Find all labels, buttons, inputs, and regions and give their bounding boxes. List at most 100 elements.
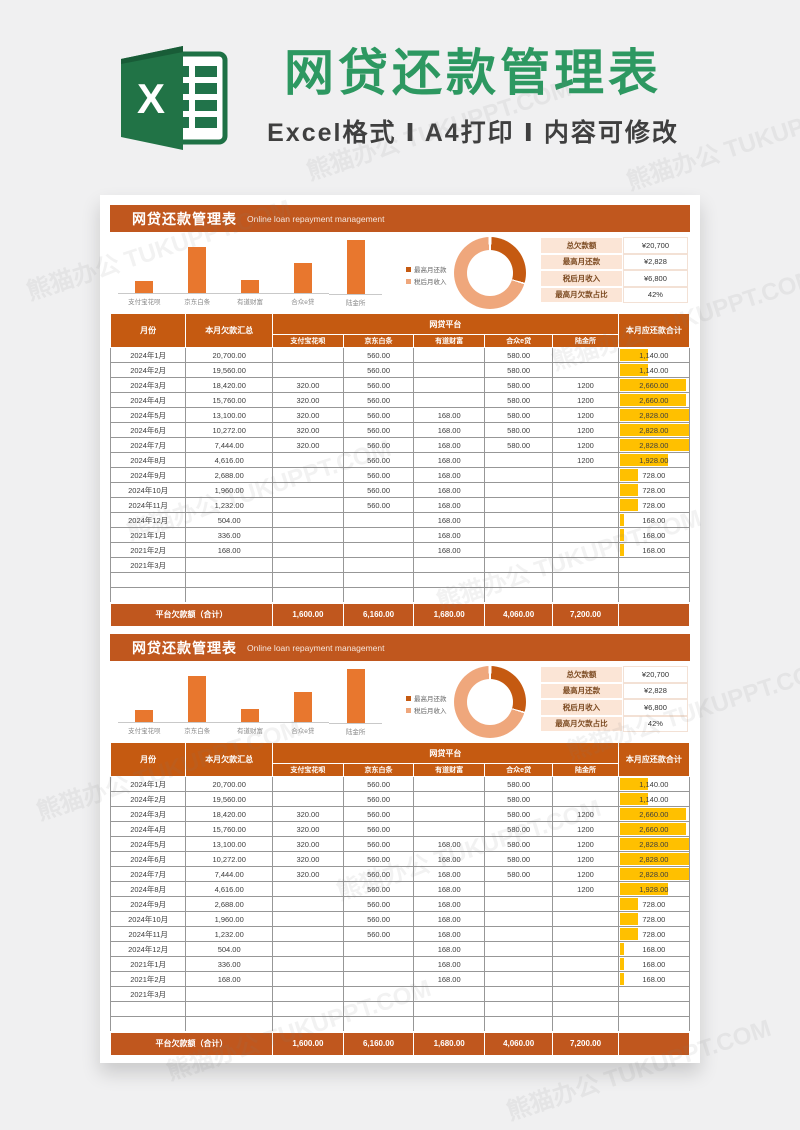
cell-repay-total: 168.00 bbox=[617, 941, 691, 957]
legend-item: 税后月收入 bbox=[406, 276, 447, 286]
bar-column: 合众e贷 bbox=[276, 240, 330, 306]
databar bbox=[619, 544, 624, 556]
stats-row: 最高月欠款占比 42% bbox=[540, 286, 688, 303]
cell-repay-total: 2,828.00 bbox=[617, 422, 691, 438]
stat-label: 最高月欠款占比 bbox=[540, 715, 623, 732]
report-banner: 网贷还款管理表 Online loan repayment management bbox=[110, 634, 690, 661]
cell-repay-total bbox=[617, 557, 691, 573]
col-header-platform: 陆金所 bbox=[552, 334, 619, 348]
stat-value: ¥2,828 bbox=[622, 253, 688, 270]
repay-total-value: 168.00 bbox=[642, 959, 666, 969]
bar-area bbox=[223, 240, 277, 294]
table-row: 2021年2月 168.00 168.00 168.00 bbox=[109, 542, 691, 558]
cell-month: 2021年1月 bbox=[109, 527, 187, 543]
footer-platform-total: 4,060.00 bbox=[483, 1030, 554, 1056]
stat-label: 最高月还款 bbox=[540, 253, 623, 270]
legend-item: 税后月收入 bbox=[406, 705, 447, 715]
cell-platform-amount: 1200 bbox=[552, 866, 619, 882]
repay-total-value: 1,928.00 bbox=[639, 455, 669, 465]
cell-repay-total: 728.00 bbox=[617, 911, 691, 927]
table-row: 2024年9月 2,688.00 560.00 168.00 728.00 bbox=[109, 467, 691, 483]
cell-platform-amount: 168.00 bbox=[413, 956, 485, 972]
cell-platform-amount: 168.00 bbox=[413, 497, 485, 513]
cell-platform-amount: 168.00 bbox=[413, 896, 485, 912]
cell-debt-total: 19,560.00 bbox=[185, 791, 274, 807]
col-header-platform: 支付宝花呗 bbox=[272, 763, 344, 777]
table-row bbox=[109, 1016, 691, 1032]
stats-row: 总欠款额 ¥20,700 bbox=[540, 666, 688, 683]
donut-legend: 最高月还款 税后月收入 bbox=[406, 691, 447, 717]
bar-column: 支付宝花呗 bbox=[118, 669, 171, 735]
page-header: X 网贷还款管理表 Excel格式 Ⅰ A4打印 Ⅰ 内容可修改 bbox=[0, 0, 800, 150]
table-row: 2024年3月 18,420.00 320.00 560.00 580.00 1200 2,… bbox=[109, 806, 691, 822]
cell-platform-amount: 580.00 bbox=[483, 392, 554, 408]
report-title: 网贷还款管理表 bbox=[132, 210, 237, 227]
cell-month: 2024年6月 bbox=[109, 851, 187, 867]
repay-total-value: 168.00 bbox=[642, 515, 666, 525]
cell-debt-total: 1,232.00 bbox=[185, 926, 274, 942]
table-row: 2024年6月 10,272.00 320.00 560.00 168.00 580.00… bbox=[109, 422, 691, 438]
cell-platform-amount bbox=[342, 557, 415, 573]
cell-platform-amount: 580.00 bbox=[483, 851, 554, 867]
cell-platform-amount bbox=[552, 896, 619, 912]
legend-item: 最高月还款 bbox=[406, 693, 447, 703]
cell-debt-total bbox=[185, 587, 274, 603]
footer-empty-cell bbox=[617, 601, 691, 627]
cell-platform-amount bbox=[483, 572, 554, 588]
donut-chart-area: 最高月还款 税后月收入 bbox=[388, 236, 540, 310]
col-header-repay-total: 本月应还款合计 bbox=[617, 742, 691, 777]
footer-platform-total: 1,680.00 bbox=[413, 1030, 485, 1056]
table-row: 2021年3月 bbox=[109, 557, 691, 573]
cell-month: 2024年2月 bbox=[109, 791, 187, 807]
cell-repay-total: 2,828.00 bbox=[617, 866, 691, 882]
cell-platform-amount bbox=[272, 956, 344, 972]
bar bbox=[293, 263, 312, 293]
cell-platform-amount: 168.00 bbox=[413, 542, 485, 558]
table-subheader-row: 支付宝花呗 京东白条 有道财富 合众e贷 陆金所 bbox=[111, 763, 690, 777]
bar-column: 陆金所 bbox=[329, 669, 382, 736]
repay-total-value: 2,828.00 bbox=[639, 839, 669, 849]
databar bbox=[619, 973, 624, 985]
cell-month: 2024年1月 bbox=[109, 347, 187, 363]
table-footer-row: 平台欠款额（合计） 1,600.00 6,160.00 1,680.00 4,0… bbox=[109, 601, 691, 627]
svg-text:X: X bbox=[137, 75, 165, 122]
cell-platform-amount bbox=[413, 986, 485, 1002]
cell-platform-amount: 580.00 bbox=[483, 437, 554, 453]
col-header-platform: 陆金所 bbox=[552, 763, 619, 777]
databar bbox=[619, 793, 649, 805]
bar-category-label: 合众e贷 bbox=[291, 728, 315, 735]
cell-platform-amount bbox=[342, 1001, 415, 1017]
cell-platform-amount: 560.00 bbox=[342, 467, 415, 483]
cell-platform-amount bbox=[483, 971, 554, 987]
report-title: 网贷还款管理表 bbox=[132, 639, 237, 656]
cell-repay-total: 168.00 bbox=[617, 527, 691, 543]
databar bbox=[619, 349, 649, 361]
databar bbox=[619, 379, 686, 391]
stats-table: 总欠款额 ¥20,700 最高月还款 ¥2,828 税后月收入 ¥6,800 最… bbox=[540, 237, 688, 310]
cell-platform-amount bbox=[552, 542, 619, 558]
cell-platform-amount bbox=[483, 1016, 554, 1032]
cell-debt-total: 336.00 bbox=[185, 956, 274, 972]
donut-chart bbox=[454, 666, 526, 738]
bar-area bbox=[170, 240, 224, 294]
cell-platform-amount bbox=[552, 557, 619, 573]
cell-platform-amount bbox=[342, 527, 415, 543]
cell-month: 2024年8月 bbox=[109, 452, 187, 468]
excel-logo-icon: X bbox=[121, 46, 228, 150]
cell-platform-amount: 560.00 bbox=[342, 791, 415, 807]
cell-platform-amount bbox=[552, 497, 619, 513]
stats-row: 最高月还款 ¥2,828 bbox=[540, 253, 688, 270]
table-row: 2021年1月 336.00 168.00 168.00 bbox=[109, 956, 691, 972]
cell-month: 2024年12月 bbox=[109, 512, 187, 528]
footer-platform-total: 6,160.00 bbox=[342, 1030, 415, 1056]
cell-platform-amount: 560.00 bbox=[342, 866, 415, 882]
col-header-platform-group: 网贷平台 bbox=[272, 742, 619, 764]
cell-platform-amount: 168.00 bbox=[413, 881, 485, 897]
cell-platform-amount: 320.00 bbox=[272, 392, 344, 408]
cell-platform-amount bbox=[483, 467, 554, 483]
cell-month: 2024年2月 bbox=[109, 362, 187, 378]
cell-platform-amount: 560.00 bbox=[342, 497, 415, 513]
cell-platform-amount: 580.00 bbox=[483, 422, 554, 438]
cell-platform-amount: 168.00 bbox=[413, 467, 485, 483]
cell-month: 2024年8月 bbox=[109, 881, 187, 897]
